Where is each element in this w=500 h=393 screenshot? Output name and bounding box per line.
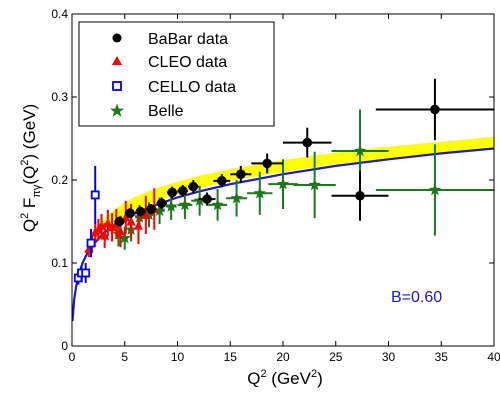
x-axis-title-unit-sup: 2 [311,368,317,380]
series-cello [73,165,100,285]
babar-point-8 [202,194,212,204]
belle-point-12 [276,177,290,190]
y-axis-title: Q2 Fπγ(Q2) (GeV) [19,104,43,232]
babar-point-9 [217,176,227,186]
cleo-point-6 [103,218,113,228]
babar-point-1 [125,208,135,218]
belle-point-3 [133,210,146,223]
babar-point-3 [146,204,156,214]
legend: BaBar data CLEO data CELLO data Belle [78,21,275,127]
belle-point-13 [308,178,321,191]
babar-point-2 [135,206,146,217]
legend-entry-babar: BaBar data [112,31,228,48]
x-tick-label-25: 25 [329,350,343,364]
x-tick-label-30: 30 [382,350,396,364]
y-axis-title-f: F [20,198,39,213]
x-axis-title: Q2 (GeV2) [247,368,323,388]
x-tick-label-5: 5 [121,350,128,364]
babar-point-5 [167,187,178,198]
belle-point-4 [142,208,156,221]
legend-label-babar: BaBar data [148,31,228,48]
belle-point-10 [230,191,243,204]
x-axis-title-sup: 2 [260,368,266,380]
y-tick-label-0.1: 0.1 [51,256,68,270]
cello-point-4 [90,190,100,200]
legend-marker-belle [109,103,125,117]
cello-point-2 [81,268,91,278]
cleo-point-5 [100,230,110,240]
babar-point-14 [430,104,440,115]
legend-label-cleo: CLEO data [148,54,227,71]
y-axis-title-q-sup: 2 [19,213,31,219]
annotation-b-value: B=0.60 [391,289,442,306]
x-axis-title-unit-close: ) [317,369,323,388]
babar-point-11 [262,158,272,169]
legend-entry-cleo: CLEO data [112,54,227,71]
cleo-point-13 [141,209,151,219]
legend-entry-cello: CELLO data [112,79,236,96]
belle-point-5 [153,204,166,216]
x-tick-label-15: 15 [224,350,238,364]
babar-point-6 [177,185,188,196]
x-tick-label-40: 40 [487,350,500,364]
y-axis-title-f-sub: πγ [31,184,43,198]
axes-layer [71,13,495,347]
tick-labels-layer: 0 5 10 15 20 25 30 35 40 0 0.1 0.2 0.3 0.4 [51,7,500,364]
x-tick-label-20: 20 [276,350,290,364]
x-axis-title-unit-open: (GeV [267,369,312,388]
babar-point-4 [156,198,167,209]
babar-point-10 [236,169,246,179]
belle-point-14 [353,144,367,157]
x-axis-title-base: Q [247,369,260,388]
cleo-point-11 [126,216,136,226]
belle-point-6 [165,200,178,212]
legend-marker-babar [112,33,122,43]
babar-point-7 [188,181,199,192]
uncertainty-band-layer [72,136,494,322]
cello-point-3 [86,238,96,248]
y-tick-label-0.2: 0.2 [51,173,68,187]
belle-point-11 [253,186,266,199]
y-tick-label-0.4: 0.4 [51,7,68,21]
belle-point-8 [193,194,206,206]
uncertainty-band [72,136,494,322]
babar-point-13 [355,190,365,201]
y-tick-label-0: 0 [61,339,68,353]
cleo-point-9 [116,226,126,236]
legend-marker-cello [112,81,122,91]
belle-point-1 [118,231,131,244]
data-points-layer [73,78,494,285]
belle-point-7 [178,198,192,211]
y-axis-title-paren-sup: 2 [19,160,31,166]
y-axis-title-q: Q [20,219,39,232]
legend-marker-cleo [112,56,122,65]
x-tick-label-0: 0 [69,350,76,364]
x-tick-label-35: 35 [435,350,449,364]
cleo-point-7 [107,222,117,232]
legend-label-belle: Belle [148,103,184,120]
y-axis-title-paren-open: (Q [20,166,39,185]
cleo-point-12 [133,220,143,230]
series-babar [114,78,494,227]
y-axis-title-paren-close: ) (GeV) [20,104,39,160]
legend-entry-belle: Belle [109,103,184,120]
x-tick-label-10: 10 [171,350,185,364]
babar-point-0 [114,216,125,227]
belle-point-9 [211,198,224,211]
y-tick-label-0.3: 0.3 [51,90,68,104]
belle-point-15 [428,183,442,196]
babar-point-12 [302,137,313,148]
legend-label-cello: CELLO data [148,79,236,96]
